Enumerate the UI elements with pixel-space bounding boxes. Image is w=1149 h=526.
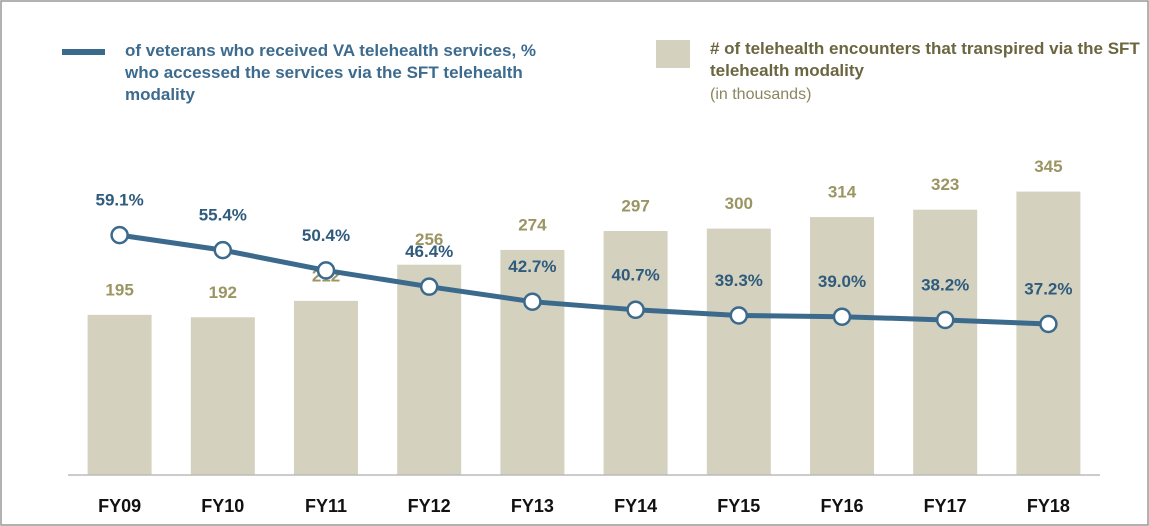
line-value-label: 39.0%	[818, 272, 866, 291]
bar	[397, 264, 462, 475]
legend-bar-label: # of telehealth encounters that transpir…	[710, 39, 1140, 80]
x-tick-label: FY16	[820, 496, 863, 516]
line-marker	[110, 225, 129, 245]
bar-value-label: 274	[518, 215, 547, 234]
line-value-label: 39.3%	[715, 271, 763, 290]
line-marker	[419, 277, 439, 296]
bar	[190, 317, 255, 475]
bar-value-label: 323	[931, 175, 959, 194]
x-tick-label: FY18	[1027, 496, 1070, 516]
legend-line-label: of veterans who received VA telehealth s…	[125, 41, 537, 104]
bar	[500, 249, 565, 475]
line-marker	[832, 307, 852, 326]
bar	[810, 217, 874, 476]
bar	[87, 314, 152, 475]
line-marker	[316, 261, 336, 280]
bar	[603, 231, 668, 475]
line-marker	[935, 310, 955, 330]
x-tick-label: FY15	[717, 496, 760, 516]
bar-value-label: 195	[105, 280, 133, 299]
bar-value-label: 300	[725, 194, 753, 213]
bar	[706, 228, 771, 475]
bar-value-label: 256	[415, 230, 443, 249]
line-marker	[729, 306, 749, 325]
line-value-label: 55.4%	[199, 206, 247, 225]
line-value-label: 59.1%	[95, 191, 143, 210]
bar	[294, 300, 358, 475]
line-marker	[523, 292, 542, 311]
x-tick-label: FY11	[305, 496, 347, 516]
line-value-label: 37.2%	[1024, 279, 1072, 298]
bar-value-label: 314	[828, 183, 857, 202]
x-tick-label: FY09	[98, 496, 141, 516]
bar-value-label: 297	[621, 197, 649, 216]
x-tick-label: FY13	[511, 496, 554, 516]
bar	[1016, 191, 1081, 475]
bar	[913, 209, 978, 475]
line-marker	[626, 300, 645, 320]
line-marker	[1039, 314, 1058, 334]
legend-bar-subtitle: (in thousands)	[710, 86, 812, 103]
line	[119, 232, 1049, 327]
legend-bar-icon	[656, 40, 690, 68]
bar-value-label: 345	[1034, 157, 1062, 176]
line-value-label: 38.2%	[921, 275, 969, 294]
bar-value-label: 192	[209, 283, 237, 302]
x-tick-label: FY12	[408, 496, 451, 516]
line-value-label: 50.4%	[302, 226, 350, 245]
line-value-label: 42.7%	[508, 257, 556, 276]
line-value-label: 46.4%	[405, 242, 453, 261]
x-tick-label: FY17	[924, 496, 967, 516]
x-tick-label: FY10	[201, 496, 244, 516]
line-marker	[213, 240, 233, 260]
x-tick-label: FY14	[614, 496, 657, 516]
line-value-label: 40.7%	[611, 265, 659, 284]
